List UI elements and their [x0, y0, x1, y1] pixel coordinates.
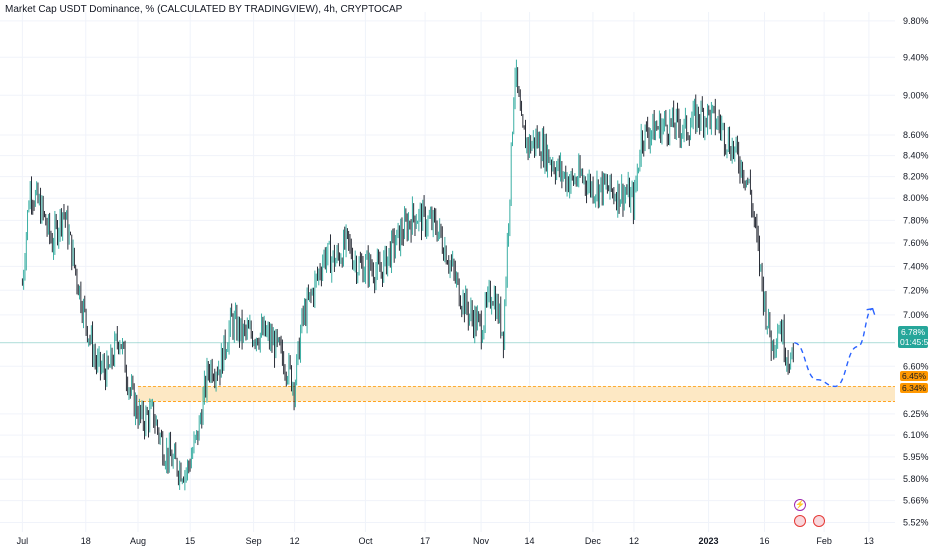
- y-tick-label: 9.40%: [903, 52, 929, 62]
- current-price-value: 6.78%: [900, 327, 926, 337]
- zone-top-badge: 6.45%: [900, 371, 929, 381]
- y-tick-label: 5.66%: [903, 496, 929, 506]
- y-axis: 9.80% 9.40% 9.00% 8.60% 8.40% 8.20% 8.00% 7.80%…: [903, 16, 929, 528]
- y-tick-label: 6.25%: [903, 409, 929, 419]
- y-tick-label: 8.60%: [903, 130, 929, 140]
- x-tick-label: Jul: [17, 536, 29, 546]
- y-tick-label: 7.20%: [903, 285, 929, 295]
- y-tick-label: 9.80%: [903, 16, 929, 26]
- y-tick-label: 7.00%: [903, 310, 929, 320]
- us-flag-icon[interactable]: [794, 515, 806, 527]
- us-flag-icon[interactable]: [813, 515, 825, 527]
- y-tick-label: 5.80%: [903, 474, 929, 484]
- x-tick-label: Nov: [473, 536, 490, 546]
- x-tick-label: Oct: [358, 536, 373, 546]
- chart-title: Market Cap USDT Dominance, % (CALCULATED…: [5, 4, 403, 15]
- x-tick-label: 12: [629, 536, 639, 546]
- x-axis: Jul 18 Aug 15 Sep 12 Oct 17 Nov 14 Dec 12 2023 16 Feb 1…: [17, 536, 874, 546]
- y-tick-label: 8.00%: [903, 193, 929, 203]
- y-tick-label: 8.20%: [903, 172, 929, 182]
- x-tick-label: 17: [420, 536, 430, 546]
- support-zone: [137, 385, 895, 402]
- y-tick-label: 7.80%: [903, 215, 929, 225]
- projection-path: [794, 307, 873, 388]
- y-tick-label: 5.95%: [903, 452, 929, 462]
- y-tick-label: 8.40%: [903, 151, 929, 161]
- x-tick-label: 13: [864, 536, 874, 546]
- current-price-badge: 6.78% 01:45:55: [898, 326, 932, 348]
- x-tick-label: 12: [290, 536, 300, 546]
- x-tick-label: Feb: [816, 536, 832, 546]
- y-tick-label: 6.60%: [903, 361, 929, 371]
- grid: [0, 12, 895, 532]
- zone-bottom-badge: 6.34%: [900, 383, 929, 393]
- x-tick-label: Dec: [585, 536, 602, 546]
- x-tick-label: 18: [81, 536, 91, 546]
- projection-arrow-icon: [866, 307, 876, 315]
- y-tick-label: 5.52%: [903, 517, 929, 527]
- x-tick-label: 14: [525, 536, 535, 546]
- candles: [21, 59, 794, 491]
- x-tick-label: 2023: [699, 536, 719, 546]
- zone-rect: [137, 386, 895, 402]
- x-tick-label: Sep: [246, 536, 262, 546]
- y-tick-label: 6.10%: [903, 430, 929, 440]
- x-tick-label: 15: [185, 536, 195, 546]
- x-tick-label: 16: [759, 536, 769, 546]
- arrow-head: [866, 307, 876, 315]
- bar-countdown: 01:45:55: [900, 337, 932, 347]
- y-tick-label: 7.40%: [903, 261, 929, 271]
- x-tick-label: Aug: [130, 536, 146, 546]
- y-tick-label: 9.00%: [903, 90, 929, 100]
- y-tick-label: 7.60%: [903, 238, 929, 248]
- lightning-icon[interactable]: ⚡: [794, 499, 806, 511]
